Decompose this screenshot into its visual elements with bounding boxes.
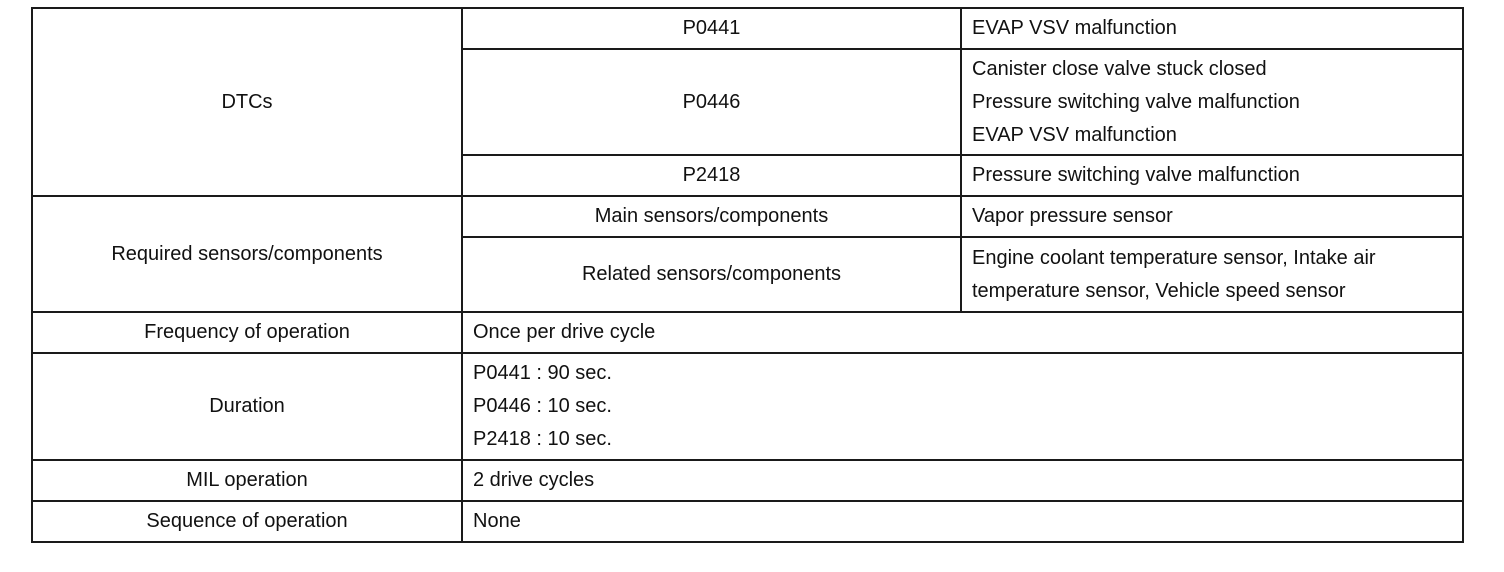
sequence-label: Sequence of operation	[31, 500, 463, 543]
dtc-description-p0441: EVAP VSV malfunction	[960, 7, 1464, 50]
dtc-row-p0441: DTCs P0441 EVAP VSV malfunction	[31, 7, 1464, 197]
mil-row: MIL operation 2 drive cycles	[31, 459, 1464, 502]
dtc-description-line: Pressure switching valve malfunction	[972, 164, 1300, 186]
sequence-value: None	[461, 500, 1464, 543]
related-sensors-value: Engine coolant temperature sensor, Intak…	[960, 236, 1464, 313]
duration-label: Duration	[31, 352, 463, 461]
main-sensors-value: Vapor pressure sensor	[960, 195, 1464, 238]
mil-label: MIL operation	[31, 459, 463, 502]
dtc-row-p0446: P0446 Canister close valve stuck closed …	[32, 48, 1464, 156]
main-sensors-label: Main sensors/components	[461, 195, 962, 238]
dtc-description-line: Pressure switching valve malfunction	[972, 90, 1300, 113]
dtc-description-p2418: Pressure switching valve malfunction	[960, 154, 1464, 197]
dtc-code-p0446: P0446	[461, 48, 962, 156]
related-sensors-line: Engine coolant temperature sensor, Intak…	[972, 246, 1376, 269]
sequence-row: Sequence of operation None	[31, 500, 1464, 543]
dtcs-label: DTCs	[31, 7, 463, 197]
monitor-spec-table: DTCs P0441 EVAP VSV malfunction P0446 Ca…	[31, 7, 1464, 543]
duration-value: P0441 : 90 sec. P0446 : 10 sec. P2418 : …	[461, 352, 1464, 461]
dtc-row-p2418: P2418 Pressure switching valve malfuncti…	[32, 154, 1464, 197]
required-main-row: Required sensors/components Main sensors…	[31, 195, 1464, 313]
dtc-description-line: EVAP VSV malfunction	[972, 17, 1177, 39]
dtc-description-line: EVAP VSV malfunction	[972, 123, 1177, 146]
dtc-code-p0441: P0441	[461, 7, 962, 50]
duration-line: P0441 : 90 sec.	[473, 362, 612, 384]
duration-row: Duration P0441 : 90 sec. P0446 : 10 sec.…	[31, 352, 1464, 461]
frequency-label: Frequency of operation	[31, 311, 463, 354]
dtc-description-line: Canister close valve stuck closed	[972, 57, 1267, 80]
required-sensors-label: Required sensors/components	[31, 195, 463, 313]
related-sensors-label: Related sensors/components	[461, 236, 962, 313]
frequency-row: Frequency of operation Once per drive cy…	[31, 311, 1464, 354]
duration-line: P0446 : 10 sec.	[473, 395, 612, 417]
mil-value: 2 drive cycles	[461, 459, 1464, 502]
related-sensors-line: temperature sensor, Vehicle speed sensor	[972, 279, 1346, 302]
frequency-value: Once per drive cycle	[461, 311, 1464, 354]
dtc-description-p0446: Canister close valve stuck closed Pressu…	[960, 48, 1464, 156]
duration-line: P2418 : 10 sec.	[473, 428, 612, 450]
required-related-row: Related sensors/components Engine coolan…	[32, 236, 1464, 313]
dtc-code-p2418: P2418	[461, 154, 962, 197]
